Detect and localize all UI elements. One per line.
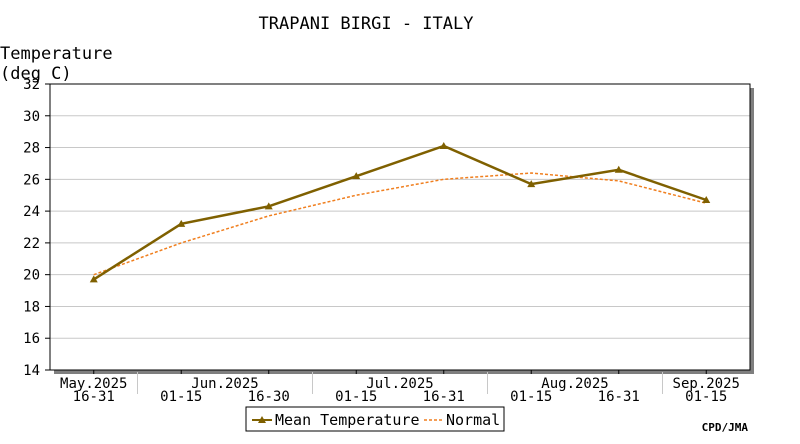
x-tick-label-3: 01-15 — [335, 389, 377, 405]
mean-temperature-point-2 — [264, 202, 273, 210]
x-tick-label-6: 16-31 — [598, 389, 640, 405]
x-tick-label-2: 16-30 — [248, 389, 290, 405]
x-tick-label-1: 01-15 — [160, 389, 202, 405]
x-tick-label-0: 16-31 — [73, 389, 115, 405]
legend: Mean Temperature Normal — [245, 406, 505, 432]
mean-temperature-line — [93, 144, 707, 281]
y-tick-label-30: 30 — [23, 109, 40, 125]
y-tick-label-24: 24 — [23, 204, 40, 220]
y-axis-label-line2: (deg C) — [0, 64, 72, 84]
y-axis-label-line1: Temperature — [0, 44, 113, 64]
x-tick-label-5: 01-15 — [510, 389, 552, 405]
y-tick-label-22: 22 — [23, 236, 40, 252]
month-label-2: Jul.2025 — [366, 376, 433, 392]
y-tick-label-28: 28 — [23, 141, 40, 157]
legend-mean-marker — [258, 416, 266, 423]
y-tick-label-16: 16 — [23, 331, 40, 347]
legend-box — [245, 406, 505, 432]
mean-temperature-point-6 — [614, 165, 623, 173]
y-tick-label-18: 18 — [23, 299, 40, 315]
mean-temperature-point-4 — [439, 141, 448, 149]
y-tick-label-26: 26 — [23, 172, 40, 188]
mean-temperature-point-5 — [527, 180, 536, 188]
y-tick-label-20: 20 — [23, 268, 40, 284]
month-label-3: Aug.2025 — [541, 376, 608, 392]
mean-temperature-point-7 — [702, 195, 711, 203]
month-label-0: May.2025 — [60, 376, 127, 392]
legend-normal-label: Normal — [446, 411, 500, 429]
mean-temperature-point-0 — [89, 275, 98, 283]
y-tick-label-14: 14 — [23, 363, 40, 379]
x-tick-label-4: 16-31 — [423, 389, 465, 405]
mean-temperature-point-1 — [177, 219, 186, 227]
plot-frame — [49, 83, 751, 371]
mean-temperature-point-3 — [352, 172, 361, 180]
legend-mean-label: Mean Temperature — [275, 411, 420, 429]
x-tick-label-7: 01-15 — [685, 389, 727, 405]
y-tick-label-32: 32 — [23, 77, 40, 93]
month-label-1: Jun.2025 — [191, 376, 258, 392]
credit-label: CPD/JMA — [702, 421, 749, 434]
chart-title: TRAPANI BIRGI - ITALY — [259, 14, 474, 34]
plot-area — [50, 84, 750, 370]
month-label-4: Sep.2025 — [673, 376, 740, 392]
